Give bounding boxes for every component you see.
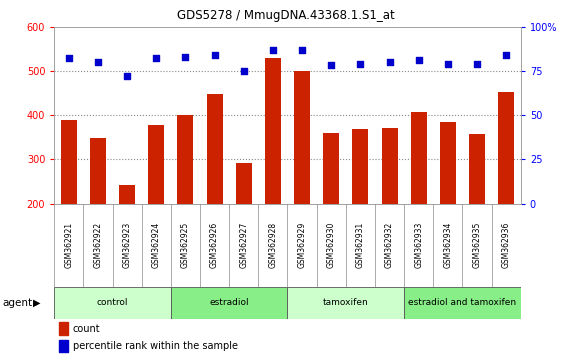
Bar [404,287,521,319]
Point [414,57,423,63]
Text: GSM362929: GSM362929 [297,222,307,268]
Bar [381,129,397,204]
Bar [469,133,485,204]
Point [385,59,394,65]
Point [94,59,103,65]
Point [472,61,481,67]
Text: estradiol and tamoxifen: estradiol and tamoxifen [408,298,517,307]
Bar [59,322,69,335]
Text: GSM362933: GSM362933 [414,222,423,268]
Bar [236,163,252,204]
Text: GDS5278 / MmugDNA.43368.1.S1_at: GDS5278 / MmugDNA.43368.1.S1_at [176,9,395,22]
Bar [498,92,514,204]
Text: GSM362925: GSM362925 [181,222,190,268]
Point [210,52,219,58]
Text: GSM362931: GSM362931 [356,222,365,268]
Bar [411,112,427,204]
Point [123,73,132,79]
Point [443,61,452,67]
Text: GSM362922: GSM362922 [94,222,102,268]
Point [268,47,278,52]
Text: GSM362936: GSM362936 [502,222,510,268]
Bar [207,94,223,204]
Bar [323,133,339,204]
Text: tamoxifen: tamoxifen [323,298,369,307]
Text: GSM362934: GSM362934 [443,222,452,268]
Point [181,54,190,59]
Text: GSM362932: GSM362932 [385,222,394,268]
Bar [265,57,281,204]
Bar [119,185,135,204]
Text: GSM362926: GSM362926 [210,222,219,268]
Text: GSM362930: GSM362930 [327,222,336,268]
Bar [178,115,194,204]
Text: GSM362927: GSM362927 [239,222,248,268]
Point [501,52,510,58]
Point [356,61,365,67]
Bar [90,138,106,204]
Text: ▶: ▶ [33,298,40,308]
Text: percentile rank within the sample: percentile rank within the sample [73,341,238,351]
Bar [148,125,164,204]
Bar [440,122,456,204]
Text: agent: agent [3,298,33,308]
Point [327,63,336,68]
Point [152,56,161,61]
Bar [352,129,368,204]
Bar [294,71,310,204]
Bar [171,287,288,319]
Text: count: count [73,324,100,333]
Point [239,68,248,74]
Bar [54,287,171,319]
Bar [59,340,69,352]
Text: control: control [97,298,128,307]
Text: GSM362935: GSM362935 [473,222,481,268]
Text: GSM362923: GSM362923 [123,222,132,268]
Bar [288,287,404,319]
Text: GSM362924: GSM362924 [152,222,161,268]
Point [65,56,74,61]
Text: GSM362928: GSM362928 [268,222,278,268]
Bar [61,120,77,204]
Point [297,47,307,52]
Text: GSM362921: GSM362921 [65,222,73,268]
Text: estradiol: estradiol [210,298,249,307]
